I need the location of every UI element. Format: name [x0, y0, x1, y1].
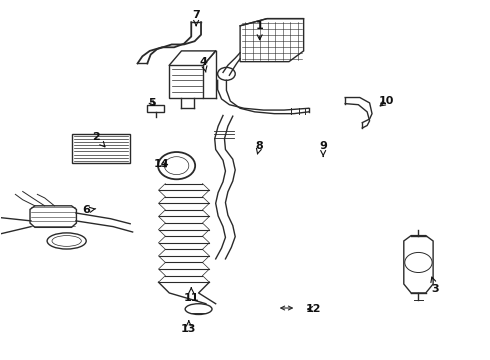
Text: 4: 4: [199, 57, 207, 72]
Text: 12: 12: [306, 304, 321, 314]
Text: 11: 11: [183, 288, 199, 303]
Text: 7: 7: [192, 10, 200, 26]
Text: 2: 2: [92, 132, 105, 147]
Text: 13: 13: [181, 321, 196, 334]
Text: 3: 3: [431, 277, 440, 294]
Text: 5: 5: [148, 98, 156, 108]
Text: 1: 1: [256, 21, 264, 40]
Text: 8: 8: [256, 141, 264, 154]
Text: 10: 10: [379, 96, 394, 106]
Text: 6: 6: [82, 206, 96, 216]
Text: 9: 9: [319, 141, 327, 157]
Text: 14: 14: [154, 159, 170, 169]
